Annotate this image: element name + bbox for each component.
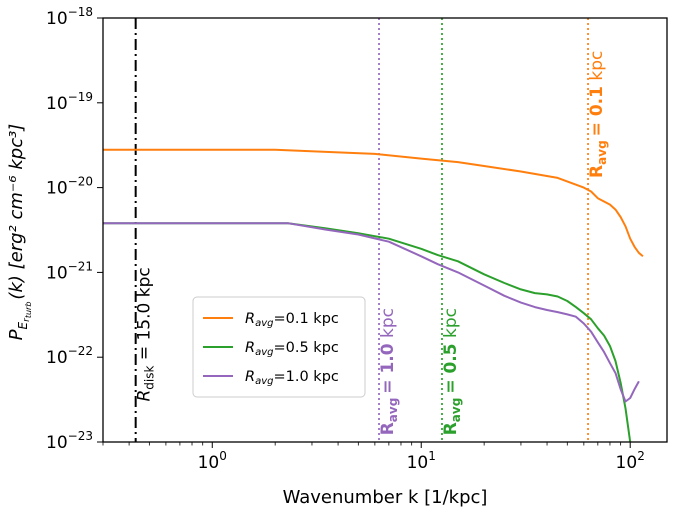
plot-frame [102,17,668,443]
vline-label-3: Ravg= 0.1 kpc [587,51,609,178]
series-line-2 [103,222,640,403]
legend-label-2: Ravg=1.0 kpc [245,369,339,387]
x-axis-label: Wavenumber k [1/kpc] [283,487,488,508]
y-axis-label-text: PErturb(k) [erg² cm⁻⁶ kpc³] [6,124,33,341]
vline-label-2: Ravg= 0.5 kpc [441,308,463,435]
legend-label-1: Ravg=0.5 kpc [245,340,339,358]
vline-label-0: Rdisk = 15.0 kpc [135,267,157,401]
x-tick-label-1: 101 [407,449,436,473]
axis-ticks: 100 101 102 10−18 10−19 10−20 10−21 10−22 10−23 [46,5,645,473]
y-tick-label-2: 10−20 [46,175,93,199]
legend-label-0: Ravg=0.1 kpc [245,311,339,329]
legend-box [192,296,366,398]
y-tick-label-4: 10−22 [46,344,93,368]
y-tick-label-1: 10−19 [46,90,93,114]
vline-label-1: Ravg= 1.0 kpc [378,308,400,435]
x-tick-label-0: 100 [198,449,227,473]
y-tick-label-0: 10−18 [46,5,93,29]
series-line-1 [103,222,632,442]
y-tick-label-5: 10−23 [46,429,93,453]
y-axis-label: PErturb(k) [erg² cm⁻⁶ kpc³] [6,124,33,341]
x-tick-label-2: 102 [616,449,645,473]
legend: Ravg=0.1 kpc Ravg=0.5 kpc Ravg=1.0 kpc [192,296,366,398]
series-line-0 [103,148,644,258]
y-tick-label-3: 10−21 [46,259,93,283]
plot-area [103,18,644,442]
